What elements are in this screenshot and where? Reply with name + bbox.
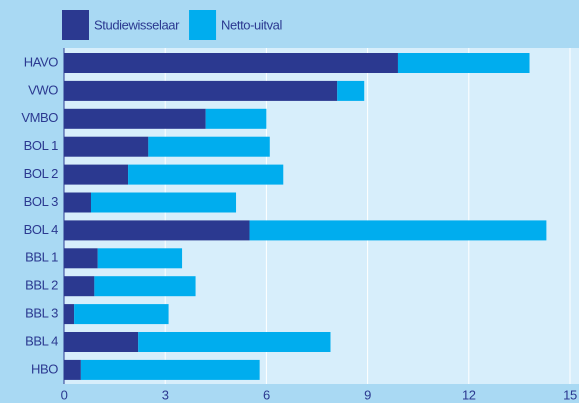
bar <box>64 136 149 157</box>
y-tick-label: BOL 4 <box>24 222 59 237</box>
y-tick-label: BOL 2 <box>24 166 59 181</box>
bar <box>64 164 129 185</box>
plot-area <box>64 48 579 384</box>
y-tick-label: BBL 2 <box>25 278 58 293</box>
bar <box>138 332 331 352</box>
x-tick-label: 15 <box>563 387 577 402</box>
bar <box>249 220 547 241</box>
y-tick-label: BOL 1 <box>24 138 59 153</box>
x-tick-label: 0 <box>61 387 68 402</box>
legend-swatch <box>189 10 217 40</box>
bar <box>80 359 260 380</box>
legend-swatch <box>62 10 89 40</box>
x-tick-label: 3 <box>162 387 169 402</box>
bar <box>397 53 530 73</box>
bar <box>97 248 183 269</box>
y-tick-label: BBL 3 <box>25 306 58 321</box>
bar <box>64 332 139 352</box>
bar <box>64 220 250 241</box>
bar <box>148 136 270 157</box>
legend-label: Studiewisselaar <box>94 17 180 32</box>
y-tick-label: BBL 4 <box>25 333 58 348</box>
bar <box>64 192 91 213</box>
bar <box>337 80 365 101</box>
bar <box>64 248 98 269</box>
y-tick-label: VWO <box>28 82 58 97</box>
bar <box>64 304 75 325</box>
bar <box>64 108 206 129</box>
legend-label: Netto-uitval <box>221 17 282 32</box>
y-tick-label: HAVO <box>24 54 59 69</box>
y-tick-label: BOL 3 <box>24 194 59 209</box>
bar <box>74 304 169 325</box>
bar <box>64 80 338 101</box>
bar <box>205 108 267 129</box>
y-tick-label: HBO <box>31 361 58 376</box>
bar <box>64 276 95 297</box>
bar <box>94 276 196 297</box>
bar <box>90 192 237 213</box>
bar <box>64 53 398 73</box>
y-tick-label: BBL 1 <box>25 250 58 265</box>
x-tick-label: 12 <box>462 387 476 402</box>
bar <box>64 359 81 380</box>
y-tick-label: VMBO <box>21 110 58 125</box>
bar <box>128 164 284 185</box>
x-tick-label: 9 <box>364 387 371 402</box>
x-tick-label: 6 <box>263 387 270 402</box>
